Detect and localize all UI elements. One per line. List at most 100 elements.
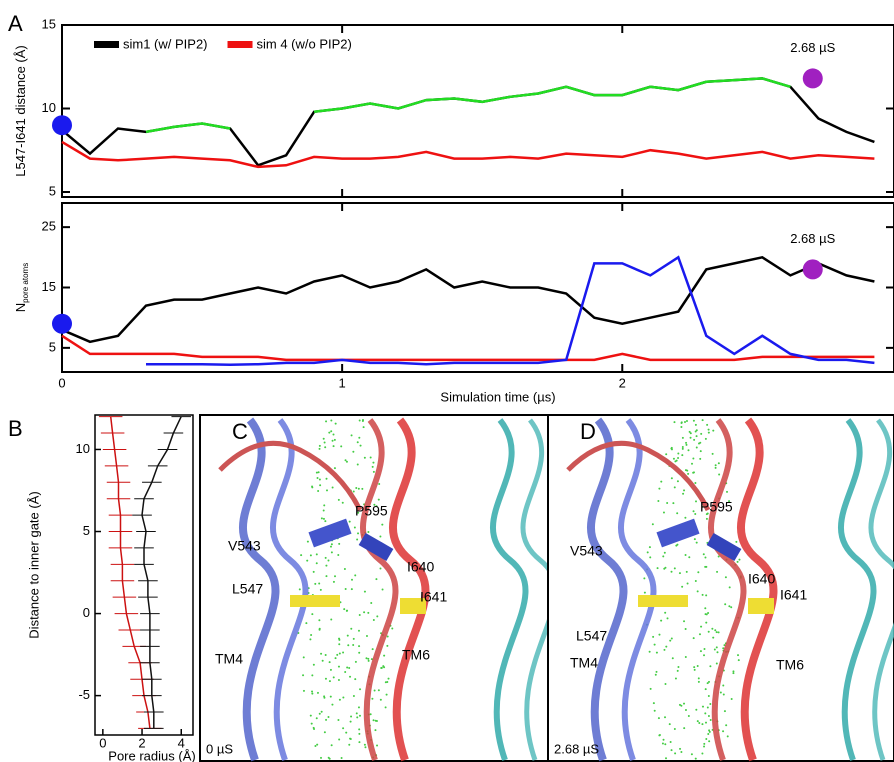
pore-dot [334, 657, 337, 660]
pore-dot [664, 716, 667, 719]
pore-dot [716, 570, 719, 573]
pore-dot [346, 634, 349, 637]
pore-dot [370, 601, 373, 604]
pore-dot [705, 613, 708, 616]
helix-ribbon [737, 417, 778, 762]
pore-dot [672, 457, 675, 460]
pore-dot [342, 696, 345, 699]
pore-dot [319, 588, 322, 591]
pore-dot [311, 613, 314, 616]
marker-label: 2.68 µS [790, 231, 835, 246]
pore-dot [332, 676, 335, 679]
pore-dot [370, 658, 373, 661]
pore-dot [685, 441, 688, 444]
pore-dot [323, 441, 326, 444]
panel-label: A [8, 11, 23, 36]
pore-dot [350, 715, 353, 718]
pore-dot [682, 492, 685, 495]
pore-dot [377, 689, 380, 692]
panel-label: B [8, 416, 23, 441]
pore-dot [306, 540, 309, 543]
pore-dot [357, 706, 360, 709]
pore-dot [671, 657, 674, 660]
pore-dot [646, 551, 649, 554]
pore-dot [298, 588, 301, 591]
pore-dot [707, 612, 710, 615]
pore-dot [666, 617, 669, 620]
pore-dot [694, 423, 697, 426]
x-tick-label: 2 [619, 375, 626, 390]
pore-dot [349, 737, 352, 740]
pore-dot [665, 645, 668, 648]
pore-dot [680, 422, 683, 425]
y-tick-label: 10 [42, 100, 56, 115]
y-tick-label: 5 [49, 183, 56, 198]
pore-dot [329, 545, 332, 548]
pore-dot [316, 743, 319, 746]
series-line [146, 255, 875, 367]
pore-dot [358, 741, 361, 744]
pore-dot [311, 690, 314, 693]
helix-ribbon [389, 417, 430, 762]
series-line [61, 255, 875, 344]
pore-dot [709, 665, 712, 668]
pore-dot [716, 651, 719, 654]
pore-dot [666, 501, 669, 504]
pore-dot [692, 471, 695, 474]
pore-dot [356, 463, 359, 466]
pore-dot [713, 648, 716, 651]
pore-dot [311, 485, 314, 488]
pore-dot [385, 693, 388, 696]
pore-dot [337, 718, 340, 721]
pore-dot [717, 631, 720, 634]
pore-dot [676, 480, 679, 483]
pore-dot [692, 510, 695, 513]
y-axis-label: Distance to inner gate (Å) [26, 491, 41, 638]
helix-loop [218, 440, 363, 512]
pore-dot [317, 489, 320, 492]
pore-dot [670, 637, 673, 640]
pore-dot [384, 706, 387, 709]
pore-dot [364, 746, 367, 749]
pore-dot [712, 636, 715, 639]
pore-dot [714, 464, 717, 467]
pore-dot [655, 670, 658, 673]
pore-dot [681, 446, 684, 449]
pore-dot [680, 750, 683, 753]
pore-dot [324, 677, 327, 680]
pore-dot [693, 666, 696, 669]
pore-dot [670, 749, 673, 752]
pore-dot [354, 574, 357, 577]
pore-dot [318, 444, 321, 447]
y-tick-label: 5 [49, 339, 56, 354]
pore-dot [698, 442, 701, 445]
pore-dot [337, 665, 340, 668]
pore-dot [318, 628, 321, 631]
pore-dot [358, 419, 361, 422]
pore-dot [685, 443, 688, 446]
pore-dot [649, 687, 652, 690]
residue-label: TM6 [776, 657, 804, 673]
pore-dot [373, 503, 376, 506]
pore-dot [358, 436, 361, 439]
pore-dot [680, 425, 683, 428]
pore-dot [665, 757, 668, 760]
pore-dot [302, 689, 305, 692]
pore-dot [643, 577, 646, 580]
pore-dot [649, 556, 652, 559]
pore-dot [705, 513, 708, 516]
residue-label: I640 [748, 571, 775, 587]
pore-dot [391, 627, 394, 630]
pore-dot [358, 714, 361, 717]
pore-dot [662, 738, 665, 741]
pore-dot [707, 715, 710, 718]
pore-dot [377, 498, 380, 501]
pore-dot [372, 470, 375, 473]
marker-label: 2.68 µS [790, 40, 835, 55]
pore-dot [653, 643, 656, 646]
pore-dot [365, 634, 368, 637]
pore-dot [677, 456, 680, 459]
series-line [61, 140, 875, 169]
pore-dot [737, 654, 740, 657]
pore-dot [705, 738, 708, 741]
